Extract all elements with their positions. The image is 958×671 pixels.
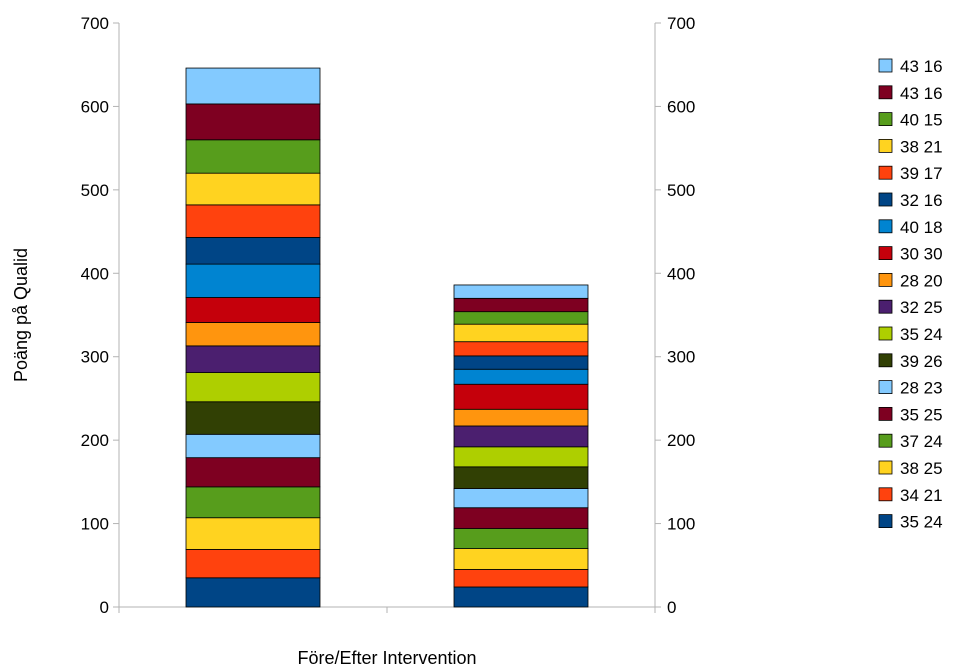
bar-segment (185, 457, 321, 488)
legend-label: 35 24 (900, 513, 943, 532)
bar-segment (185, 577, 321, 608)
bar-segment (185, 549, 321, 579)
legend-label: 40 18 (900, 218, 943, 237)
y-tick-label-right: 400 (667, 264, 695, 283)
legend-label: 28 20 (900, 271, 943, 290)
legend-swatch (878, 487, 893, 502)
legend-label: 35 24 (900, 325, 943, 344)
legend-swatch (878, 326, 893, 341)
y-tick-label-right: 500 (667, 181, 695, 200)
legend-label: 38 21 (900, 137, 943, 156)
legend-swatch (878, 272, 893, 287)
legend-swatch (878, 85, 893, 100)
bars (185, 67, 589, 608)
legend-label: 37 24 (900, 432, 943, 451)
y-tick-label-right: 300 (667, 348, 695, 367)
bar-segment (453, 311, 589, 325)
bar-segment (185, 139, 321, 174)
bar-segment (453, 528, 589, 550)
x-axis-title: Före/Efter Intervention (297, 648, 476, 666)
bar-segment (453, 323, 589, 343)
legend-label: 39 26 (900, 352, 943, 371)
bar-segment (453, 383, 589, 410)
bar-segment (185, 401, 321, 435)
bar-segment (185, 263, 321, 298)
bar-segment (453, 569, 589, 588)
bar-segment (185, 237, 321, 265)
bar-segment (453, 466, 589, 489)
legend-label: 39 17 (900, 164, 943, 183)
y-tick-label-right: 200 (667, 431, 695, 450)
bar-segment (185, 103, 321, 141)
legend-label: 30 30 (900, 245, 943, 264)
bar-segment (453, 446, 589, 468)
y-tick-label-right: 600 (667, 97, 695, 116)
legend-swatch (878, 219, 893, 234)
y-tick-label-left: 200 (81, 431, 109, 450)
legend-label: 34 21 (900, 486, 943, 505)
legend-label: 43 16 (900, 84, 943, 103)
legend-swatch (878, 138, 893, 153)
bar-segment (453, 297, 589, 313)
y-tick-label-right: 100 (667, 515, 695, 534)
bar-segment (453, 355, 589, 370)
y-tick-label-left: 600 (81, 97, 109, 116)
bar-segment (453, 507, 589, 529)
legend-label: 32 25 (900, 298, 943, 317)
bar-segment (453, 586, 589, 608)
legend-swatch (878, 165, 893, 180)
bar-segment (453, 284, 589, 299)
y-tick-label-right: 0 (667, 598, 676, 617)
y-tick-label-left: 500 (81, 181, 109, 200)
legend-label: 28 23 (900, 379, 943, 398)
bar-segment (185, 433, 321, 459)
legend-swatch (878, 433, 893, 448)
y-tick-label-left: 0 (100, 598, 109, 617)
legend-label: 38 25 (900, 459, 943, 478)
y-tick-label-left: 400 (81, 264, 109, 283)
legend-swatch (878, 58, 893, 73)
bar-segment (185, 345, 321, 373)
bar-segment (185, 372, 321, 403)
y-axis-title: Poäng på Qualid (11, 248, 31, 382)
legend-label: 40 15 (900, 111, 943, 130)
bar-segment (453, 488, 589, 509)
bar-segment (185, 486, 321, 519)
legend-swatch (878, 514, 893, 528)
y-tick-label-left: 100 (81, 515, 109, 534)
tick-labels: 0 0 100 100 200 200 300 300 400 400 500 500 600 600 70… (81, 14, 696, 617)
legend-swatch (878, 353, 893, 368)
bar-segment (185, 204, 321, 238)
legend-swatch (878, 246, 893, 261)
bar-segment (453, 368, 589, 385)
legend: 43 16 43 16 40 15 38 21 39 17 32 16 40 18 30 30… (878, 57, 943, 532)
bar-segment (185, 322, 321, 347)
legend-swatch (878, 299, 893, 314)
bar-segment (453, 408, 589, 427)
legend-label: 35 25 (900, 405, 943, 424)
bar-segment (185, 172, 321, 206)
legend-swatch (878, 460, 893, 475)
legend-label: 32 16 (900, 191, 943, 210)
bar-segment (185, 517, 321, 550)
y-tick-label-right: 700 (667, 14, 695, 33)
legend-swatch (878, 380, 893, 395)
legend-label: 43 16 (900, 57, 943, 76)
bar-segment (453, 548, 589, 570)
bar-segment (453, 425, 589, 448)
y-tick-label-left: 300 (81, 348, 109, 367)
legend-swatch (878, 112, 893, 126)
bar-segment (185, 297, 321, 323)
legend-swatch (878, 406, 893, 421)
legend-swatch (878, 192, 893, 207)
bar-segment (185, 67, 321, 105)
y-tick-label-left: 700 (81, 14, 109, 33)
bar-segment (453, 341, 589, 357)
